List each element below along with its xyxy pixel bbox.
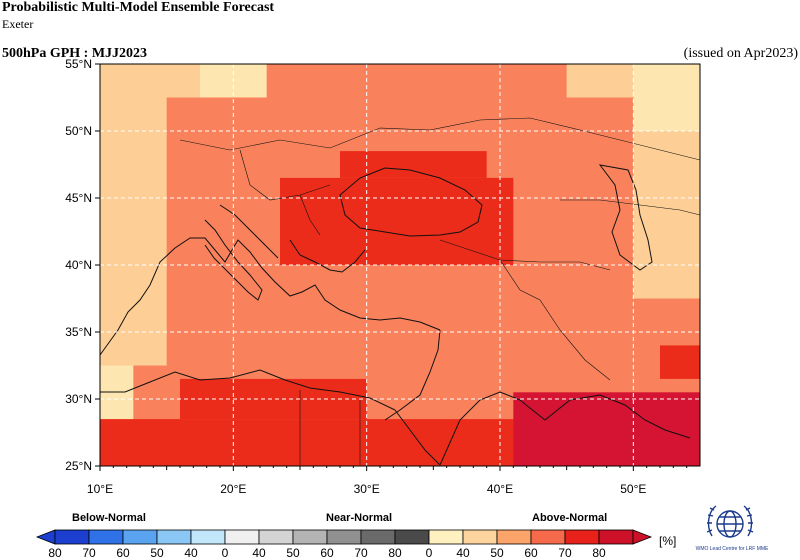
coastline-black-sea	[339, 167, 483, 237]
legend-swatch-near	[258, 529, 294, 545]
coastline-caspian	[598, 164, 653, 271]
legend-swatch-below	[88, 529, 124, 545]
coastline-mediterranean-north	[99, 237, 441, 356]
legend-swatch-near	[326, 529, 362, 545]
legend-near-tick: 80	[388, 546, 402, 560]
legend-near-tick: 0	[222, 546, 229, 560]
map-title: Probabilistic Multi-Model Ensemble Forec…	[2, 0, 275, 15]
legend-below-tick: 80	[48, 546, 62, 560]
legend-swatch-near	[360, 529, 396, 545]
probability-region-13	[660, 345, 700, 379]
map-subtitle: Exeter	[2, 17, 34, 31]
probability-region-9	[280, 177, 514, 265]
legend-above-normal-label: Above-Normal	[532, 512, 608, 524]
legend-swatch-below	[54, 529, 90, 545]
probability-region-10	[340, 151, 487, 178]
legend-swatch-above	[462, 529, 498, 545]
lon-label: 10°E	[87, 482, 113, 496]
legend-above-tick: 0	[426, 546, 433, 560]
lat-label: 55°N	[65, 57, 92, 71]
legend-below-tick: 70	[82, 546, 96, 560]
coastlines	[99, 117, 701, 466]
lat-label: 40°N	[65, 258, 92, 272]
legend-near-tick: 60	[320, 546, 334, 560]
legend-swatch-below	[190, 529, 226, 545]
lat-label: 50°N	[65, 124, 92, 138]
coastline-levant	[384, 329, 441, 421]
lon-label: 50°E	[620, 482, 646, 496]
issued-date: (issued on Apr2023)	[683, 46, 798, 61]
map-axes: 25°N 30°N 35°N 40°N 45°N 50°N 55°N 10°E 20°E 30°E…	[65, 57, 688, 496]
legend-right-arrow	[632, 529, 653, 545]
lon-label: 40°E	[487, 482, 513, 496]
coastline-red-sea	[394, 409, 441, 466]
legend-swatch-near	[292, 529, 328, 545]
legend-above-tick: 40	[456, 546, 470, 560]
probability-region-14	[513, 392, 700, 466]
lat-lon-grid	[100, 64, 700, 466]
coastline-aegean	[289, 239, 366, 273]
legend-near-tick: 70	[354, 546, 368, 560]
coastline-arabia	[439, 391, 546, 466]
legend-below-normal-label: Below-Normal	[72, 512, 146, 524]
legend-swatch-above	[564, 529, 600, 545]
legend-below-tick: 60	[116, 546, 130, 560]
probability-field	[100, 64, 700, 466]
lon-label: 30°E	[354, 482, 380, 496]
coastline-persian-gulf	[544, 394, 691, 439]
legend-below-tick: 50	[150, 546, 164, 560]
lat-label: 35°N	[65, 325, 92, 339]
coastline-adriatic	[219, 204, 279, 259]
border-lines	[179, 117, 701, 465]
legend-above-tick: 60	[524, 546, 538, 560]
probability-region-4	[633, 64, 700, 131]
legend-below-tick: 40	[184, 546, 198, 560]
legend-swatch-below	[122, 529, 158, 545]
legend-swatch-near	[224, 529, 260, 545]
legend-swatch-above	[598, 529, 634, 545]
lon-label: 20°E	[220, 482, 246, 496]
legend-swatch-near	[394, 529, 430, 545]
probability-region-12	[180, 378, 367, 420]
legend-near-normal-label: Near-Normal	[326, 512, 393, 524]
legend-swatch-below	[156, 529, 192, 545]
legend-above-tick: 80	[592, 546, 606, 560]
legend-left-arrow	[35, 529, 56, 545]
probability-region-6	[266, 64, 567, 98]
wmo-logo-icon	[706, 505, 754, 538]
logo-caption: WMO Lead Centre for LRF MME	[695, 546, 769, 552]
legend-near-tick: 50	[286, 546, 300, 560]
legend-swatch-above	[496, 529, 532, 545]
coastline-italy	[204, 219, 263, 301]
coastline-africa-north	[100, 369, 396, 411]
variable-title: 500hPa GPH : MJJ2023	[2, 46, 148, 61]
legend-near-tick: 40	[252, 546, 266, 560]
legend-swatch-above	[530, 529, 566, 545]
lat-label: 30°N	[65, 392, 92, 406]
lat-label: 45°N	[65, 191, 92, 205]
probability-legend: 80 70 60 50 40 0 40 50 60 70 80 0 40 50 60 70 80 [%]	[35, 529, 676, 560]
legend-unit: [%]	[659, 534, 676, 548]
lat-label: 25°N	[65, 459, 92, 473]
legend-swatch-above	[428, 529, 464, 545]
legend-above-tick: 70	[558, 546, 572, 560]
legend-above-tick: 50	[490, 546, 504, 560]
